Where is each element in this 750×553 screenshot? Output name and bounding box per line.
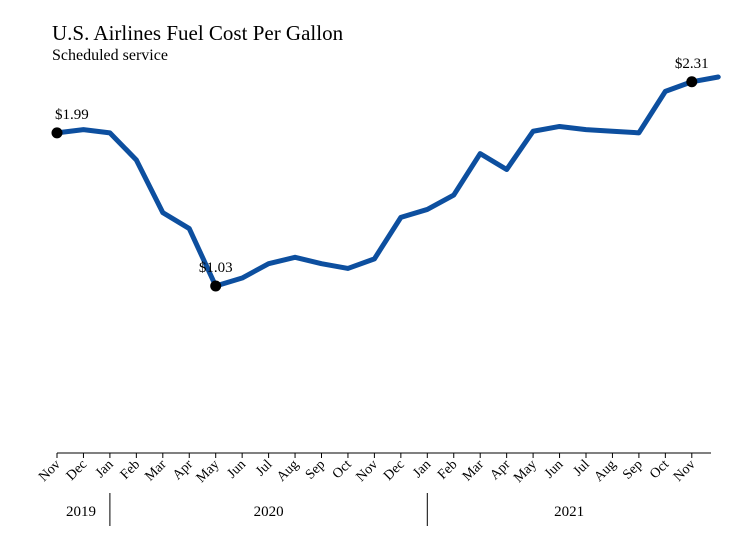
line	[54, 74, 721, 289]
x-tick-label: Sep	[620, 457, 645, 482]
x-tick-label: Apr	[170, 457, 196, 483]
data-label: $2.31	[675, 56, 709, 72]
x-tick-label: Feb	[435, 457, 460, 482]
x-tick-label: Dec	[381, 457, 408, 484]
x-tick-label: Jul	[571, 457, 593, 479]
x-tick-label: Nov	[354, 457, 382, 485]
x-tick-label: Dec	[64, 457, 91, 484]
year-label: 2019	[66, 504, 96, 520]
point-marker	[51, 127, 63, 139]
x-tick-label: Nov	[671, 457, 699, 485]
x-tick-label: Feb	[118, 457, 143, 482]
x-tick-label: Oct	[330, 457, 355, 482]
x-tick-label: Jan	[410, 457, 434, 481]
x-tick-label: Oct	[647, 457, 672, 482]
x-tick-label: May	[194, 457, 223, 486]
year-label: 2021	[554, 504, 584, 520]
x-tick-label: Aug	[274, 457, 302, 485]
x-tick-label: Jan	[93, 457, 117, 481]
x-tick-label: Aug	[592, 457, 620, 485]
x-tick-label: May	[511, 457, 540, 486]
chart-subtitle: Scheduled service	[52, 47, 168, 64]
data-label: $1.03	[199, 260, 233, 276]
x-tick-label: Mar	[143, 457, 170, 484]
x-tick-label: Sep	[303, 457, 328, 482]
point-marker	[210, 280, 222, 292]
chart-title: U.S. Airlines Fuel Cost Per Gallon	[52, 21, 344, 45]
point-marker	[686, 76, 698, 88]
year-label: 2020	[254, 504, 284, 520]
x-tick-label: Mar	[460, 457, 487, 484]
x-tick-label: Jul	[253, 457, 275, 479]
x-tick-label: Apr	[487, 457, 513, 483]
x-tick-label: Jun	[225, 457, 249, 481]
x-tick-label: Jun	[542, 457, 566, 481]
x-tick-label: Nov	[36, 457, 64, 485]
data-label: $1.99	[55, 107, 89, 123]
